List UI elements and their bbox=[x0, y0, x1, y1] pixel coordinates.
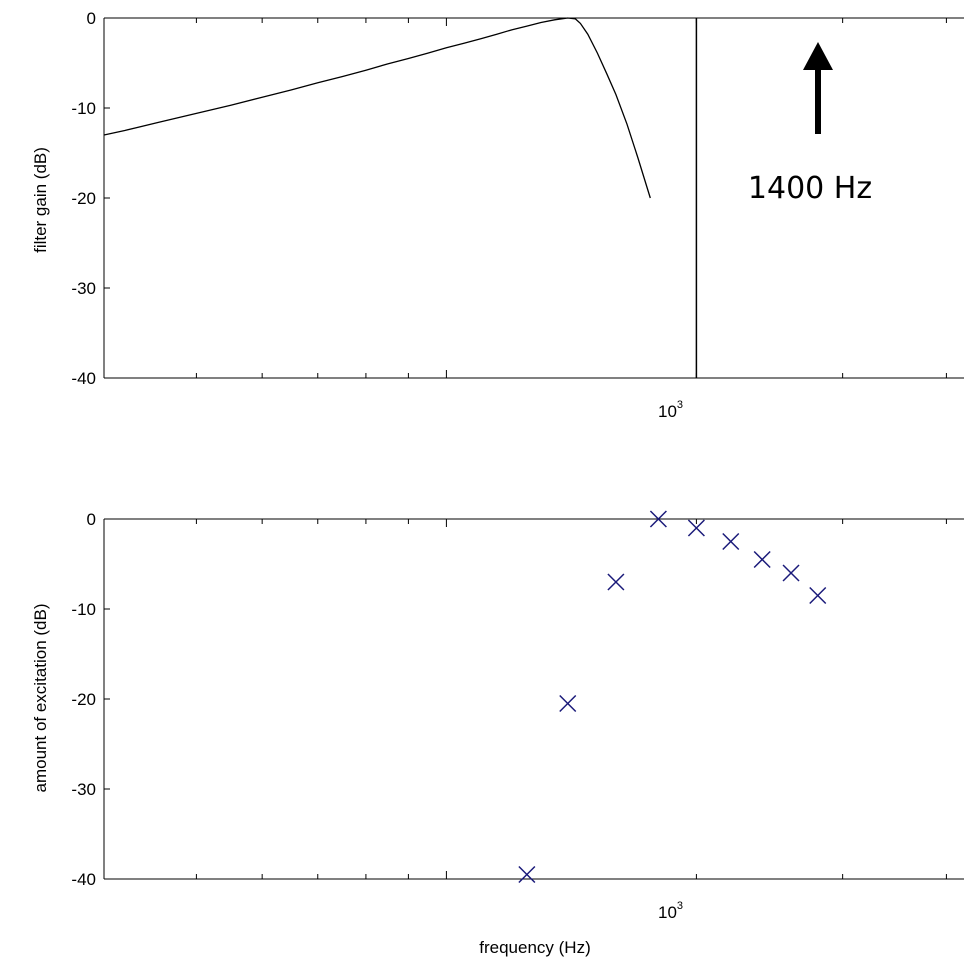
gain-y-axis-label: filter gain (dB) bbox=[31, 147, 50, 253]
excitation-point bbox=[607, 573, 625, 591]
excitation-point bbox=[782, 564, 800, 582]
excitation-point bbox=[687, 519, 705, 537]
gain-x-tick-exp: 3 bbox=[677, 399, 683, 411]
gain-y-tick-label: -40 bbox=[71, 369, 96, 388]
gain-curve bbox=[103, 17, 651, 199]
frequency-arrow bbox=[803, 42, 833, 134]
gain-x-tick-base: 10 bbox=[658, 402, 677, 421]
excitation-panel: amount of excitation (dB) 0-10-20-30-40 … bbox=[31, 510, 964, 957]
excitation-point bbox=[753, 550, 771, 569]
excitation-point-stroke-b bbox=[753, 550, 771, 569]
gain-y-tick-label: 0 bbox=[87, 9, 96, 28]
excitation-point-stroke-b bbox=[607, 573, 625, 591]
gain-y-tick-label: -20 bbox=[71, 189, 96, 208]
excitation-point-stroke-b bbox=[687, 519, 705, 537]
excitation-point-stroke-b bbox=[809, 586, 827, 605]
excitation-point-stroke-b bbox=[782, 564, 800, 582]
excitation-point-stroke-b bbox=[649, 510, 667, 528]
excitation-y-tick-label: -40 bbox=[71, 870, 96, 889]
excitation-point bbox=[559, 694, 577, 713]
excitation-point bbox=[809, 586, 827, 605]
gain-plot-area bbox=[103, 17, 964, 379]
excitation-plot-area bbox=[103, 510, 964, 884]
excitation-y-axis-label: amount of excitation (dB) bbox=[31, 604, 50, 793]
gain-y-tick-label: -10 bbox=[71, 99, 96, 118]
excitation-x-tick-exp: 3 bbox=[677, 900, 683, 912]
excitation-y-tick-label: -30 bbox=[71, 780, 96, 799]
excitation-x-tick-label: 103 bbox=[658, 900, 683, 922]
excitation-y-tick-label: 0 bbox=[87, 510, 96, 529]
excitation-point-stroke-b bbox=[722, 532, 740, 551]
excitation-point-stroke-b bbox=[559, 694, 577, 713]
excitation-point bbox=[518, 865, 536, 884]
excitation-point bbox=[649, 510, 667, 528]
excitation-x-tick-base: 10 bbox=[658, 903, 677, 922]
gain-panel: filter gain (dB) 0 -10 -20 -30 -40 103 1400 … bbox=[31, 9, 964, 421]
frequency-annotation: 1400 Hz bbox=[748, 171, 872, 206]
gain-x-tick-label: 103 bbox=[658, 399, 683, 421]
excitation-point-stroke-b bbox=[518, 865, 536, 884]
excitation-x-axis-label: frequency (Hz) bbox=[479, 938, 590, 957]
gain-y-tick-label: -30 bbox=[71, 279, 96, 298]
excitation-y-tick-label: -10 bbox=[71, 600, 96, 619]
excitation-y-tick-label: -20 bbox=[71, 690, 96, 709]
gain-y-ticks: 0 -10 -20 -30 -40 bbox=[71, 9, 947, 388]
excitation-y-ticks: 0 -10 -20 -30 -40 bbox=[71, 510, 947, 889]
excitation-point bbox=[722, 532, 740, 551]
